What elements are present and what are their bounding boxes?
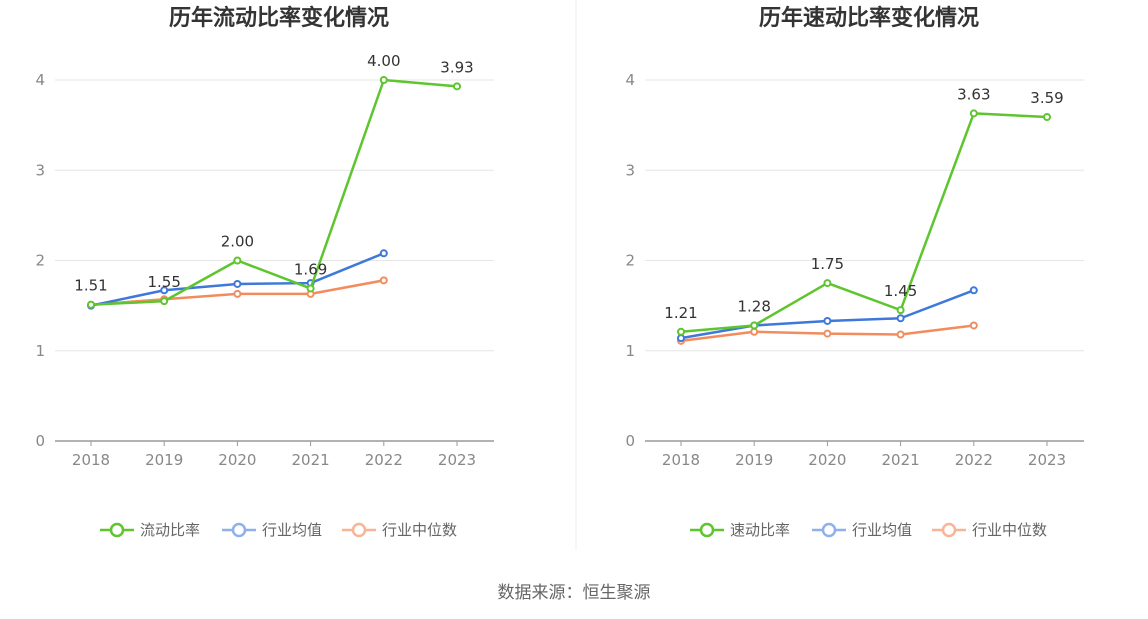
- y-tick-label: 4: [35, 71, 45, 89]
- legend-label: 行业中位数: [382, 521, 457, 539]
- primary-ratio-point[interactable]: [896, 306, 905, 315]
- legend-label: 流动比率: [140, 521, 200, 539]
- industry-average-point[interactable]: [896, 314, 905, 323]
- chart-title: 历年流动比率变化情况: [169, 5, 389, 31]
- data-label: 1.55: [147, 273, 180, 291]
- x-tick-label: 2018: [72, 451, 110, 469]
- y-tick-label: 4: [625, 71, 635, 89]
- industry-median-point[interactable]: [233, 289, 242, 298]
- y-tick-label: 0: [625, 432, 635, 450]
- industry-average-point[interactable]: [823, 316, 832, 325]
- y-tick-label: 1: [35, 342, 45, 360]
- legend-label: 速动比率: [730, 521, 790, 539]
- legend-label: 行业均值: [262, 521, 322, 539]
- primary-ratio-point[interactable]: [160, 297, 169, 306]
- data-source-note: 数据来源：恒生聚源: [498, 583, 651, 603]
- data-label: 3.63: [957, 85, 990, 103]
- legend-item-industry-average[interactable]: 行业均值: [812, 521, 912, 539]
- x-tick-label: 2020: [218, 451, 256, 469]
- y-tick-label: 0: [35, 432, 45, 450]
- current-ratio-chart: 历年流动比率变化情况 0 1 2 3 4 2018 2019 2020 2021 2022 2023 1…: [35, 5, 494, 539]
- legend-item-industry-average[interactable]: 行业均值: [222, 521, 322, 539]
- industry-median-point[interactable]: [823, 329, 832, 338]
- legend-item-industry-median[interactable]: 行业中位数: [342, 521, 457, 539]
- data-label: 1.75: [811, 255, 844, 273]
- industry-median-point[interactable]: [750, 327, 759, 336]
- x-tick-label: 2022: [365, 451, 403, 469]
- primary-ratio-point[interactable]: [750, 321, 759, 330]
- legend-marker: [231, 522, 247, 538]
- legend-marker: [941, 522, 957, 538]
- legend-marker: [821, 522, 837, 538]
- industry-average-point[interactable]: [233, 279, 242, 288]
- industry-median-point[interactable]: [896, 330, 905, 339]
- legend-label: 行业中位数: [972, 521, 1047, 539]
- legend-label: 行业均值: [852, 521, 912, 539]
- industry-average-point[interactable]: [160, 286, 169, 295]
- primary-ratio-point[interactable]: [969, 109, 978, 118]
- industry-median-point[interactable]: [379, 276, 388, 285]
- legend-marker: [109, 522, 125, 538]
- x-tick-label: 2018: [662, 451, 700, 469]
- primary-ratio-point[interactable]: [87, 300, 95, 309]
- industry-average-point[interactable]: [969, 286, 978, 295]
- primary-ratio-line: [90, 78, 458, 306]
- primary-ratio-point[interactable]: [453, 82, 461, 91]
- primary-ratio-point[interactable]: [1043, 113, 1051, 122]
- x-tick-label: 2021: [882, 451, 920, 469]
- primary-ratio-point[interactable]: [379, 76, 388, 84]
- data-label: 3.59: [1030, 89, 1063, 107]
- primary-ratio-point[interactable]: [677, 327, 685, 336]
- y-tick-label: 2: [35, 252, 45, 270]
- legend-item-primary-ratio[interactable]: 流动比率: [100, 521, 200, 539]
- quick-ratio-chart: 历年速动比率变化情况 0 1 2 3 4 2018 2019 2020 2021 2022 2023 1…: [625, 5, 1084, 539]
- data-label: 1.69: [294, 260, 327, 278]
- y-tick-label: 1: [625, 342, 635, 360]
- x-tick-label: 2019: [145, 451, 183, 469]
- data-label: 1.45: [884, 282, 917, 300]
- data-label: 1.51: [74, 277, 107, 295]
- primary-ratio-line: [680, 112, 1048, 334]
- legend-item-primary-ratio[interactable]: 速动比率: [690, 521, 790, 539]
- data-label: 3.93: [440, 58, 473, 76]
- industry-average-point[interactable]: [677, 334, 685, 343]
- chart-title: 历年速动比率变化情况: [759, 5, 979, 31]
- data-label: 1.28: [737, 297, 770, 315]
- x-tick-label: 2021: [292, 451, 330, 469]
- industry-median-point[interactable]: [969, 321, 978, 330]
- data-label: 1.21: [664, 304, 697, 322]
- x-tick-label: 2020: [808, 451, 846, 469]
- x-tick-label: 2023: [1028, 451, 1066, 469]
- legend-item-industry-median[interactable]: 行业中位数: [932, 521, 1047, 539]
- data-label: 4.00: [367, 52, 400, 70]
- industry-average-point[interactable]: [379, 249, 388, 258]
- legend-marker: [351, 522, 367, 538]
- legend-marker: [699, 522, 715, 538]
- x-tick-label: 2023: [438, 451, 476, 469]
- x-tick-label: 2022: [955, 451, 993, 469]
- primary-ratio-point[interactable]: [823, 279, 832, 288]
- y-tick-label: 3: [625, 161, 635, 179]
- y-tick-label: 2: [625, 252, 635, 270]
- x-tick-label: 2019: [735, 451, 773, 469]
- y-tick-label: 3: [35, 161, 45, 179]
- primary-ratio-point[interactable]: [306, 284, 315, 293]
- data-label: 2.00: [221, 233, 254, 251]
- primary-ratio-point[interactable]: [233, 256, 242, 265]
